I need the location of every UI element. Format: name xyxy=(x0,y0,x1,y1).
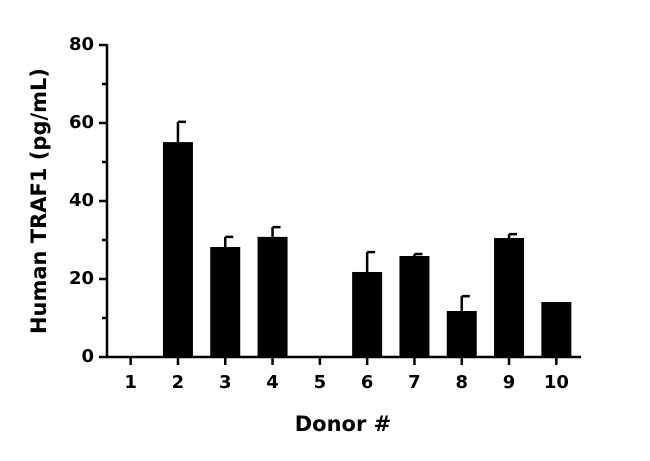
bar xyxy=(446,310,477,357)
bar xyxy=(399,255,430,357)
bar xyxy=(541,302,572,357)
bar xyxy=(162,142,193,357)
bar xyxy=(257,236,288,357)
y-axis-title: Human TRAF1 (pg/mL) xyxy=(27,68,51,334)
y-tick-label: 80 xyxy=(69,34,94,55)
x-axis-title: Donor # xyxy=(295,412,392,436)
x-tick-label: 9 xyxy=(503,372,516,393)
x-tick-label: 10 xyxy=(544,372,569,393)
x-tick-label: 8 xyxy=(455,372,468,393)
y-tick-label: 20 xyxy=(69,268,94,289)
x-tick-label: 5 xyxy=(314,372,327,393)
y-tick-label: 40 xyxy=(69,190,94,211)
x-tick-label: 6 xyxy=(361,372,374,393)
x-tick-label: 4 xyxy=(266,372,279,393)
x-tick-label: 2 xyxy=(172,372,185,393)
y-tick-label: 60 xyxy=(69,112,94,133)
y-tick-label: 0 xyxy=(81,346,94,367)
x-tick-label: 3 xyxy=(219,372,232,393)
x-tick-label: 7 xyxy=(408,372,421,393)
x-tick-label: 1 xyxy=(124,372,137,393)
bar xyxy=(494,238,525,357)
bar xyxy=(210,247,241,357)
bar xyxy=(352,271,383,357)
